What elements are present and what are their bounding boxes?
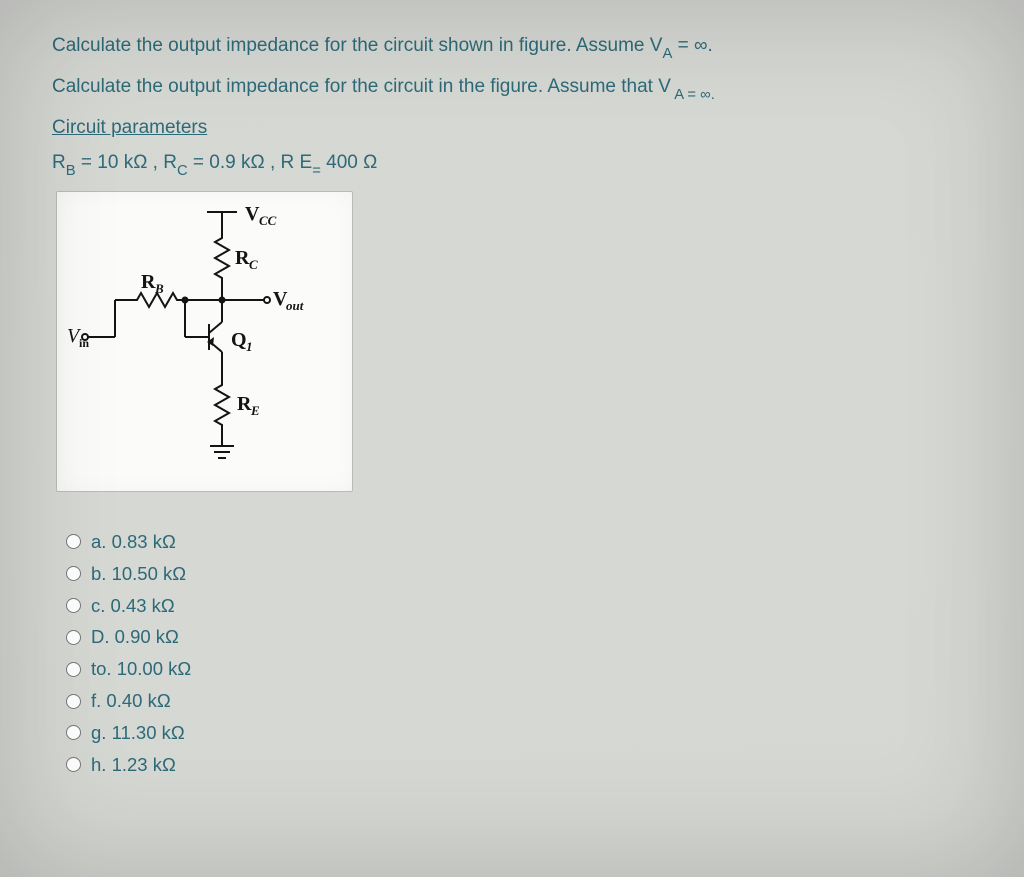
question-line-2: Calculate the output impedance for the c…	[52, 71, 984, 106]
answer-option-h[interactable]: h. 1.23 kΩ	[66, 749, 984, 781]
label-e: to. 10.00 kΩ	[91, 653, 191, 685]
rc-sub: C	[177, 163, 188, 179]
radio-h[interactable]	[66, 757, 81, 772]
svg-text:E: E	[250, 403, 260, 418]
label-c: c. 0.43 kΩ	[91, 590, 175, 622]
equation-line: RB = 10 kΩ , RC = 0.9 kΩ , R E= 400 Ω	[52, 152, 984, 177]
svg-text:CC: CC	[259, 213, 277, 228]
svg-text:V: V	[245, 203, 260, 225]
re-sub: =	[312, 163, 321, 179]
label-g: g. 11.30 kΩ	[91, 717, 185, 749]
answer-option-e[interactable]: to. 10.00 kΩ	[66, 653, 984, 685]
rb-sub: B	[66, 163, 76, 179]
label-b: b. 10.50 kΩ	[91, 558, 186, 590]
label-f: f. 0.40 kΩ	[91, 685, 171, 717]
answer-option-b[interactable]: b. 10.50 kΩ	[66, 558, 984, 590]
answer-option-d[interactable]: D. 0.90 kΩ	[66, 621, 984, 653]
radio-b[interactable]	[66, 566, 81, 581]
rc-val: = 0.9 kΩ , R E	[188, 152, 313, 173]
answer-option-f[interactable]: f. 0.40 kΩ	[66, 685, 984, 717]
svg-text:R: R	[235, 247, 250, 269]
svg-text:1: 1	[246, 339, 253, 354]
radio-g[interactable]	[66, 725, 81, 740]
radio-f[interactable]	[66, 694, 81, 709]
svg-text:R: R	[237, 393, 252, 415]
label-h: h. 1.23 kΩ	[91, 749, 176, 781]
q1-pre: Calculate the output impedance for the c…	[52, 35, 662, 56]
params-heading-text: Circuit parameters	[52, 117, 207, 138]
svg-text:out: out	[286, 298, 304, 313]
question-line-1: Calculate the output impedance for the c…	[52, 30, 984, 65]
circuit-figure: V CC R C R B V out V in Q 1 R E	[56, 191, 353, 492]
svg-text:Q: Q	[231, 329, 247, 351]
rb-val: = 10 kΩ , R	[76, 152, 177, 173]
label-a: a. 0.83 kΩ	[91, 526, 176, 558]
svg-text:R: R	[141, 271, 156, 293]
question-page: Calculate the output impedance for the c…	[0, 0, 1024, 877]
label-d: D. 0.90 kΩ	[91, 621, 179, 653]
re-val: 400 Ω	[321, 152, 377, 173]
radio-a[interactable]	[66, 534, 81, 549]
question-text: Calculate the output impedance for the c…	[52, 30, 984, 144]
answer-option-c[interactable]: c. 0.43 kΩ	[66, 590, 984, 622]
q1-post: = ∞.	[672, 35, 712, 56]
circuit-svg: V CC R C R B V out V in Q 1 R E	[67, 202, 322, 472]
rb-sym: R	[52, 152, 66, 173]
answer-option-g[interactable]: g. 11.30 kΩ	[66, 717, 984, 749]
q2-sub: A = ∞.	[671, 87, 715, 103]
radio-e[interactable]	[66, 662, 81, 677]
svg-text:in: in	[79, 336, 89, 350]
answer-option-a[interactable]: a. 0.83 kΩ	[66, 526, 984, 558]
q1-sub: A	[662, 46, 672, 62]
radio-d[interactable]	[66, 630, 81, 645]
svg-text:B: B	[154, 281, 164, 296]
svg-text:C: C	[249, 257, 258, 272]
params-heading: Circuit parameters	[52, 112, 984, 144]
q2-pre: Calculate the output impedance for the c…	[52, 76, 671, 97]
answer-list: a. 0.83 kΩ b. 10.50 kΩ c. 0.43 kΩ D. 0.9…	[66, 526, 984, 781]
radio-c[interactable]	[66, 598, 81, 613]
